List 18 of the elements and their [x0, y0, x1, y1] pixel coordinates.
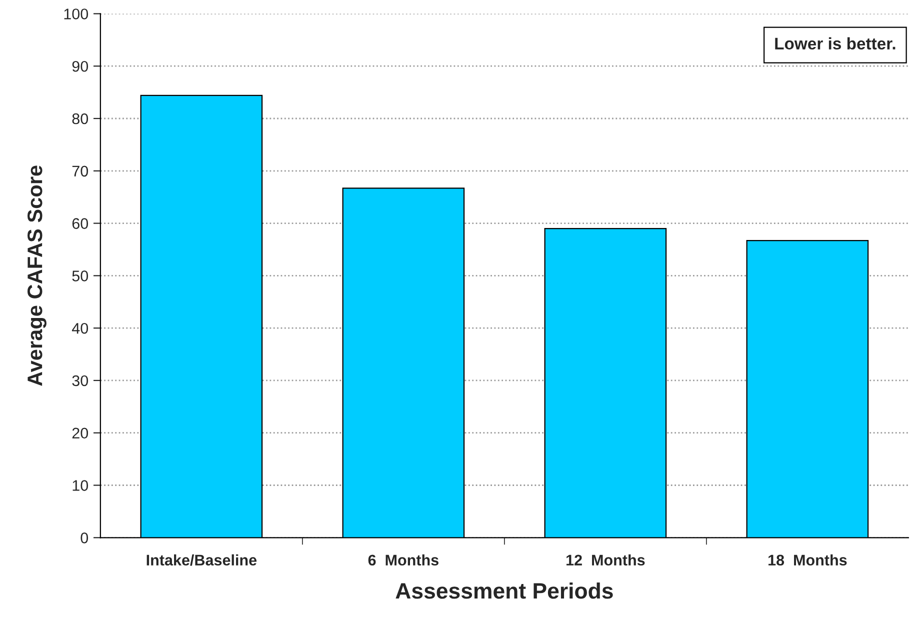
- x-axis-title: Assessment Periods: [396, 582, 613, 599]
- y-tick-label: 20: [72, 428, 88, 439]
- y-tick-label: 30: [72, 375, 88, 386]
- y-tick-label: 50: [72, 270, 88, 282]
- y-tick-label: 70: [72, 166, 88, 177]
- y-tick-label: 80: [72, 113, 88, 124]
- x-tick-label: 6 Months: [368, 554, 438, 566]
- y-tick-label: 100: [64, 8, 88, 20]
- y-tick-label: 90: [72, 60, 88, 72]
- y-axis-title: Average CAFAS Score: [28, 166, 46, 386]
- annotation: Lower is better.: [775, 37, 896, 50]
- y-tick-label: 40: [72, 322, 88, 334]
- x-tick-label: 18 Months: [768, 554, 847, 566]
- x-tick-label: Intake/Baseline: [146, 554, 257, 566]
- y-tick-label: 10: [72, 480, 88, 491]
- y-tick-label: 60: [72, 218, 88, 229]
- y-tick-label: 0: [80, 532, 88, 544]
- x-tick-label: 12 Months: [566, 554, 645, 566]
